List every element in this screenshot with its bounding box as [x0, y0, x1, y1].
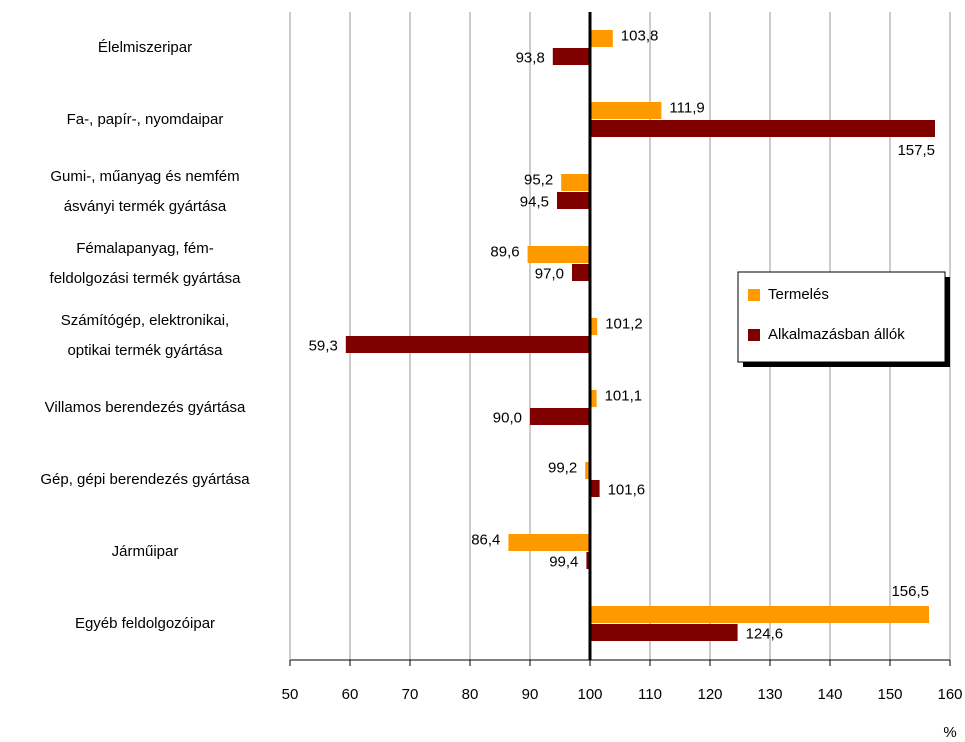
- x-tick-label: 110: [638, 686, 662, 703]
- x-tick-label: 120: [697, 686, 722, 703]
- x-tick-label: 50: [282, 686, 299, 703]
- legend-swatch: [748, 329, 760, 341]
- bar: [590, 30, 613, 47]
- data-label: 157,5: [897, 142, 935, 159]
- data-label: 94,5: [520, 193, 549, 210]
- y-tick-label: Fa-, papír-, nyomdaipar: [66, 111, 224, 128]
- data-label: 93,8: [516, 49, 545, 66]
- bar: [530, 408, 590, 425]
- bar: [590, 480, 600, 497]
- data-label: 86,4: [471, 531, 500, 548]
- x-tick-label: 140: [817, 686, 842, 703]
- bar: [590, 102, 662, 119]
- y-tick-label: Villamos berendezés gyártása: [44, 399, 246, 416]
- data-label: 97,0: [535, 265, 564, 282]
- data-label: 111,9: [669, 99, 704, 116]
- data-label: 101,2: [605, 315, 643, 332]
- legend-label: Termelés: [768, 286, 829, 303]
- data-label: 103,8: [621, 27, 659, 44]
- data-label: 99,4: [549, 553, 578, 570]
- bar: [561, 174, 590, 191]
- data-label: 124,6: [746, 625, 784, 642]
- legend-swatch: [748, 289, 760, 301]
- x-tick-label: 150: [877, 686, 902, 703]
- bar: [590, 624, 738, 641]
- bar: [590, 606, 929, 623]
- data-label: 95,2: [524, 171, 553, 188]
- bar: [590, 318, 598, 335]
- data-label: 99,2: [548, 459, 577, 476]
- data-label: 156,5: [891, 583, 929, 600]
- data-label: 90,0: [493, 409, 522, 426]
- x-tick-label: 60: [342, 686, 359, 703]
- y-tick-label: Járműipar: [111, 543, 179, 560]
- legend-label: Alkalmazásban állók: [768, 326, 905, 343]
- legend-box: [737, 271, 946, 363]
- y-tick-label: Egyéb feldolgozóipar: [74, 615, 216, 632]
- x-tick-label: 100: [577, 686, 602, 703]
- bar: [527, 246, 590, 263]
- y-tick-label: Gumi-, műanyag és nemfém ásványi termék …: [50, 168, 240, 215]
- bar: [552, 48, 590, 65]
- y-tick-label: Számítógép, elektronikai, optikai termék…: [60, 312, 230, 359]
- bar: [586, 552, 590, 569]
- y-tick-label: Élelmiszeripar: [97, 39, 193, 56]
- bar: [557, 192, 590, 209]
- bar: [590, 120, 935, 137]
- x-tick-label: 130: [757, 686, 782, 703]
- x-tick-label: 80: [462, 686, 479, 703]
- x-tick-label: 160: [937, 686, 962, 703]
- data-label: 101,1: [605, 387, 643, 404]
- bar: [585, 462, 590, 479]
- bar: [590, 390, 597, 407]
- y-tick-label: Fémalapanyag, fém- feldolgozási termék g…: [49, 240, 241, 287]
- bar: [508, 534, 590, 551]
- y-tick-label: Gép, gépi berendezés gyártása: [40, 471, 250, 488]
- x-tick-label: 70: [402, 686, 419, 703]
- data-label: 59,3: [309, 337, 338, 354]
- x-axis-label: %: [943, 724, 956, 741]
- data-label: 101,6: [608, 481, 646, 498]
- bar: [345, 336, 590, 353]
- bar: [572, 264, 590, 281]
- x-tick-label: 90: [522, 686, 539, 703]
- data-label: 89,6: [490, 243, 519, 260]
